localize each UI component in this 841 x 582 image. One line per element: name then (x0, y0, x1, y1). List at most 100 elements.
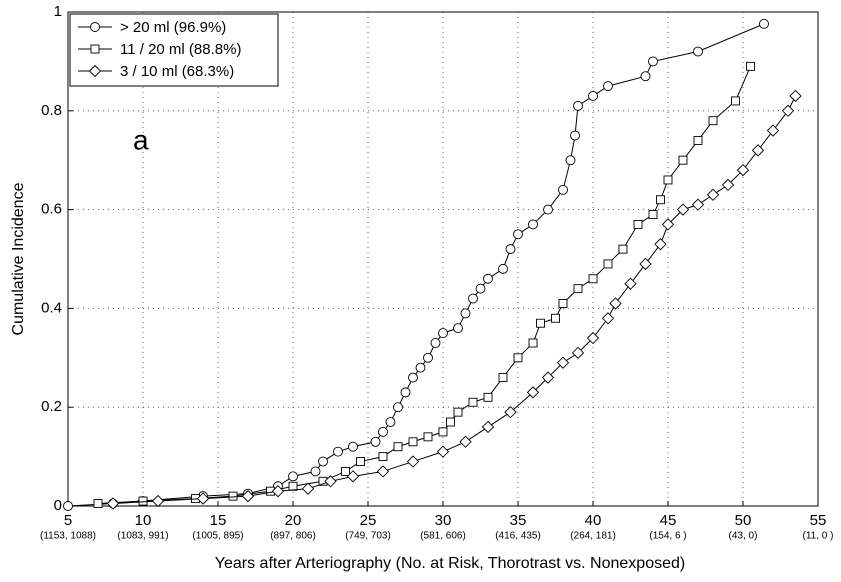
risk-label: (416, 435) (495, 531, 541, 542)
data-point (415, 362, 426, 373)
data-point (573, 100, 583, 111)
data-point (648, 210, 658, 219)
risk-label: (749, 703) (345, 531, 391, 542)
legend-label: > 20 ml (96.9%) (120, 19, 226, 36)
data-point (370, 436, 381, 447)
data-point (588, 91, 598, 101)
risk-label: (11, 0 ) (803, 531, 834, 542)
data-point (633, 219, 643, 229)
data-point (789, 89, 802, 103)
x-tick-label: 35 (510, 512, 527, 529)
legend-box (69, 13, 279, 87)
data-point (385, 417, 396, 427)
x-axis-label: Years after Arteriography (No. at Risk, … (215, 555, 685, 572)
data-point (676, 203, 690, 216)
data-point (453, 407, 463, 417)
data-point (603, 81, 613, 92)
data-point (565, 155, 576, 166)
data-point (678, 155, 688, 165)
data-point (460, 308, 471, 319)
y-tick-label: 0.6 (41, 201, 62, 218)
y-tick-label: 0 (54, 497, 62, 514)
data-point (618, 244, 628, 254)
data-point (438, 328, 448, 339)
data-point (781, 104, 795, 117)
data-point (378, 426, 388, 437)
data-point (196, 492, 210, 505)
data-point (393, 402, 403, 413)
risk-label: (897, 806) (270, 531, 316, 542)
data-point (93, 499, 103, 508)
x-tick-label: 10 (135, 512, 152, 529)
data-point (324, 475, 337, 488)
risk-label: (1005, 895) (192, 531, 243, 542)
data-point (436, 445, 450, 458)
data-point (513, 353, 523, 363)
data-point (288, 471, 298, 482)
data-point (661, 218, 675, 231)
y-tick-label: 1 (54, 3, 62, 20)
data-point (423, 432, 433, 442)
data-point (406, 455, 420, 468)
data-point (558, 184, 568, 195)
data-point (624, 277, 637, 290)
data-point (541, 371, 555, 384)
data-point (408, 437, 418, 447)
data-point (570, 130, 580, 141)
data-point (376, 465, 390, 478)
data-point (271, 485, 285, 498)
x-tick-label: 15 (210, 512, 227, 529)
data-point (528, 338, 538, 348)
y-tick-label: 0.2 (41, 398, 62, 415)
series-line (67, 23, 765, 507)
data-point (475, 283, 486, 294)
x-tick-label: 5 (64, 512, 72, 529)
x-tick-label: 45 (660, 512, 677, 529)
legend-label: 3 / 10 ml (68.3%) (120, 63, 234, 80)
data-point (731, 96, 740, 106)
data-point (106, 497, 120, 510)
risk-label: (1083, 991) (117, 531, 168, 542)
data-point (483, 273, 493, 284)
data-point (663, 175, 673, 185)
data-point (588, 274, 598, 284)
data-point (551, 313, 560, 323)
data-point (481, 420, 495, 434)
data-point (63, 501, 73, 511)
data-point (543, 204, 553, 215)
data-point (759, 18, 769, 29)
data-point (504, 406, 517, 419)
data-point (693, 135, 703, 145)
y-axis-label: Cumulative Incidence (10, 182, 27, 335)
data-point (528, 219, 538, 230)
x-tick-label: 25 (360, 512, 377, 529)
data-point (453, 323, 463, 334)
data-point (346, 470, 360, 483)
data-point (654, 238, 667, 251)
risk-label: (1153, 1088) (40, 531, 96, 542)
data-point (505, 244, 516, 255)
data-point (378, 452, 388, 462)
data-point (301, 482, 315, 495)
data-point (656, 195, 665, 205)
risk-label: (43, 0) (729, 531, 758, 542)
data-point (586, 331, 600, 345)
data-point (639, 257, 652, 271)
data-point (736, 163, 750, 177)
legend-marker (90, 22, 100, 32)
data-point (558, 299, 568, 308)
data-point (766, 124, 780, 137)
data-point (318, 456, 328, 467)
data-point (751, 144, 765, 157)
data-point (526, 386, 540, 399)
data-point (241, 489, 255, 503)
risk-label: (264, 181) (570, 531, 616, 542)
data-point (513, 229, 523, 240)
x-tick-label: 40 (585, 512, 602, 529)
x-tick-label: 30 (435, 512, 452, 529)
data-point (459, 435, 472, 448)
data-point (603, 259, 613, 269)
data-point (708, 116, 718, 126)
data-point (571, 346, 585, 359)
